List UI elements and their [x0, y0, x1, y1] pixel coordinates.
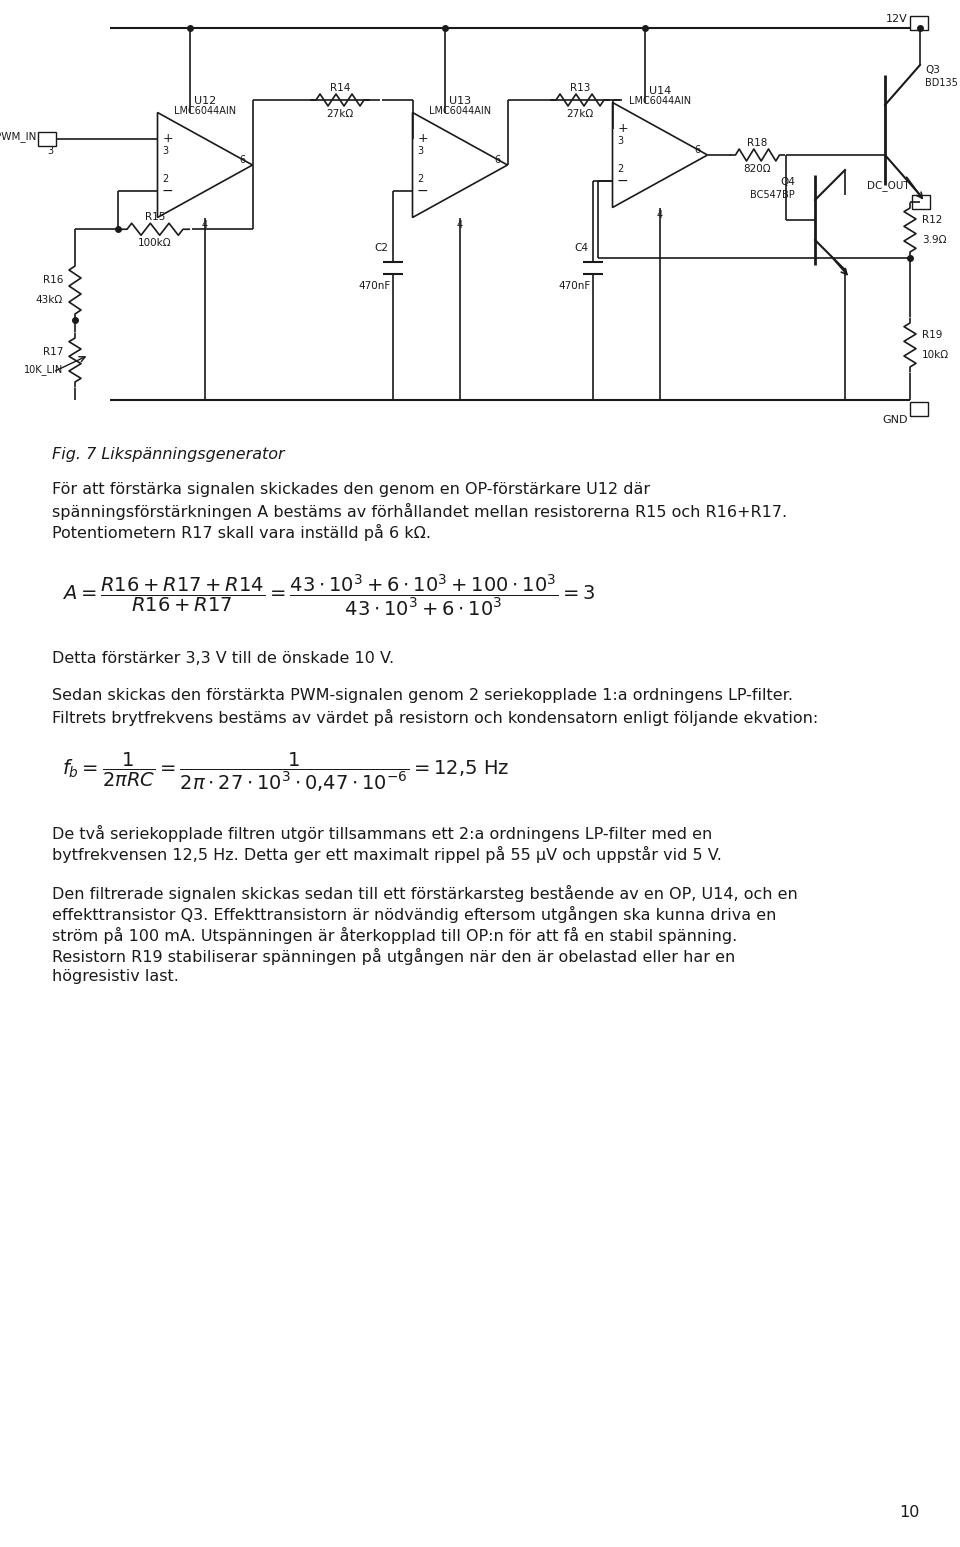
Text: 27kΩ: 27kΩ: [566, 108, 593, 119]
Text: Sedan skickas den förstärkta PWM-signalen genom 2 seriekopplade 1:a ordningens L: Sedan skickas den förstärkta PWM-signale…: [52, 688, 793, 702]
Text: $f_b = \dfrac{1}{2\pi RC} = \dfrac{1}{2\pi \cdot 27 \cdot 10^3 \cdot 0{,}47 \cdo: $f_b = \dfrac{1}{2\pi RC} = \dfrac{1}{2\…: [62, 750, 510, 794]
Text: effekttransistor Q3. Effekttransistorn är nödvändig eftersom utgången ska kunna : effekttransistor Q3. Effekttransistorn ä…: [52, 907, 777, 924]
Text: $A = \dfrac{R16 + R17 + R14}{R16 + R17} = \dfrac{43 \cdot 10^3 + 6 \cdot 10^3 + : $A = \dfrac{R16 + R17 + R14}{R16 + R17} …: [62, 572, 595, 619]
Text: PWM_IN: PWM_IN: [0, 131, 36, 142]
Text: 43kΩ: 43kΩ: [36, 295, 63, 305]
Text: 12V: 12V: [886, 14, 908, 25]
Text: Den filtrerade signalen skickas sedan till ett förstärkarsteg bestående av en OP: Den filtrerade signalen skickas sedan ti…: [52, 885, 798, 902]
Text: LMC6044AIN: LMC6044AIN: [629, 96, 691, 105]
Text: 470nF: 470nF: [358, 282, 391, 291]
Text: 10K_LIN: 10K_LIN: [24, 365, 63, 376]
Bar: [38, 131, 56, 145]
Text: R16: R16: [42, 275, 63, 285]
Text: 3: 3: [617, 136, 624, 145]
Text: R13: R13: [570, 84, 590, 93]
Text: ström på 100 mA. Utspänningen är återkopplad till OP:n för att få en stabil spän: ström på 100 mA. Utspänningen är återkop…: [52, 927, 737, 944]
Text: C4: C4: [574, 243, 588, 254]
Text: +: +: [617, 122, 628, 135]
Text: 4: 4: [657, 210, 663, 221]
Bar: [910, 402, 928, 416]
Text: För att förstärka signalen skickades den genom en OP-förstärkare U12 där: För att förstärka signalen skickades den…: [52, 483, 650, 497]
Text: 100kΩ: 100kΩ: [138, 238, 172, 248]
Text: 3.9Ω: 3.9Ω: [922, 235, 947, 244]
Text: 820Ω: 820Ω: [744, 164, 771, 173]
Text: 4: 4: [202, 221, 208, 231]
Text: Fig. 7 Likspänningsgenerator: Fig. 7 Likspänningsgenerator: [52, 447, 284, 463]
Text: 3: 3: [418, 145, 423, 156]
Text: bytfrekvensen 12,5 Hz. Detta ger ett maximalt rippel på 55 μV och uppstår vid 5 : bytfrekvensen 12,5 Hz. Detta ger ett max…: [52, 846, 722, 863]
Text: R17: R17: [42, 347, 63, 357]
Text: Potentiometern R17 skall vara inställd på 6 kΩ.: Potentiometern R17 skall vara inställd p…: [52, 524, 431, 541]
Text: Q3: Q3: [925, 65, 940, 74]
Text: 6: 6: [239, 155, 246, 166]
Text: 10kΩ: 10kΩ: [922, 350, 949, 360]
Text: U13: U13: [449, 96, 471, 105]
Text: 27kΩ: 27kΩ: [326, 108, 353, 119]
Text: BD135: BD135: [925, 77, 958, 88]
Text: 6: 6: [494, 155, 500, 166]
Text: LMC6044AIN: LMC6044AIN: [429, 105, 492, 116]
Text: +: +: [162, 131, 173, 145]
Text: U14: U14: [649, 85, 671, 96]
Text: −: −: [161, 184, 174, 198]
Text: −: −: [417, 184, 428, 198]
Text: DC_OUT: DC_OUT: [868, 181, 910, 192]
Text: +: +: [418, 131, 428, 145]
Text: Filtrets brytfrekvens bestäms av värdet på resistorn och kondensatorn enligt föl: Filtrets brytfrekvens bestäms av värdet …: [52, 709, 818, 726]
Text: R14: R14: [330, 84, 350, 93]
Text: LMC6044AIN: LMC6044AIN: [174, 105, 236, 116]
Text: 470nF: 470nF: [559, 282, 590, 291]
Text: Detta förstärker 3,3 V till de önskade 10 V.: Detta förstärker 3,3 V till de önskade 1…: [52, 651, 395, 667]
Text: 3: 3: [47, 145, 53, 156]
Text: C2: C2: [374, 243, 389, 254]
Text: BC547BP: BC547BP: [751, 190, 795, 200]
Text: spänningsförstärkningen A bestäms av förhållandet mellan resistorerna R15 och R1: spänningsförstärkningen A bestäms av för…: [52, 503, 787, 520]
Text: 2: 2: [162, 175, 169, 184]
Text: GND: GND: [882, 415, 908, 425]
Text: De två seriekopplade filtren utgör tillsammans ett 2:a ordningens LP-filter med : De två seriekopplade filtren utgör tills…: [52, 825, 712, 842]
Text: R18: R18: [747, 138, 768, 149]
Text: R15: R15: [145, 212, 165, 223]
Text: R19: R19: [922, 330, 943, 340]
Text: 10: 10: [900, 1505, 920, 1521]
Text: högresistiv last.: högresistiv last.: [52, 968, 179, 984]
Bar: [910, 15, 928, 29]
Text: −: −: [616, 175, 628, 189]
Text: 4: 4: [457, 221, 463, 231]
Text: Resistorn R19 stabiliserar spänningen på utgången när den är obelastad eller har: Resistorn R19 stabiliserar spänningen på…: [52, 948, 735, 965]
Bar: [912, 195, 930, 209]
Text: U12: U12: [194, 96, 216, 105]
Text: 2: 2: [418, 175, 423, 184]
Text: 2: 2: [617, 164, 624, 175]
Text: 3: 3: [162, 145, 169, 156]
Text: R12: R12: [922, 215, 943, 224]
Text: 6: 6: [694, 145, 701, 155]
Text: Q4: Q4: [780, 176, 795, 187]
